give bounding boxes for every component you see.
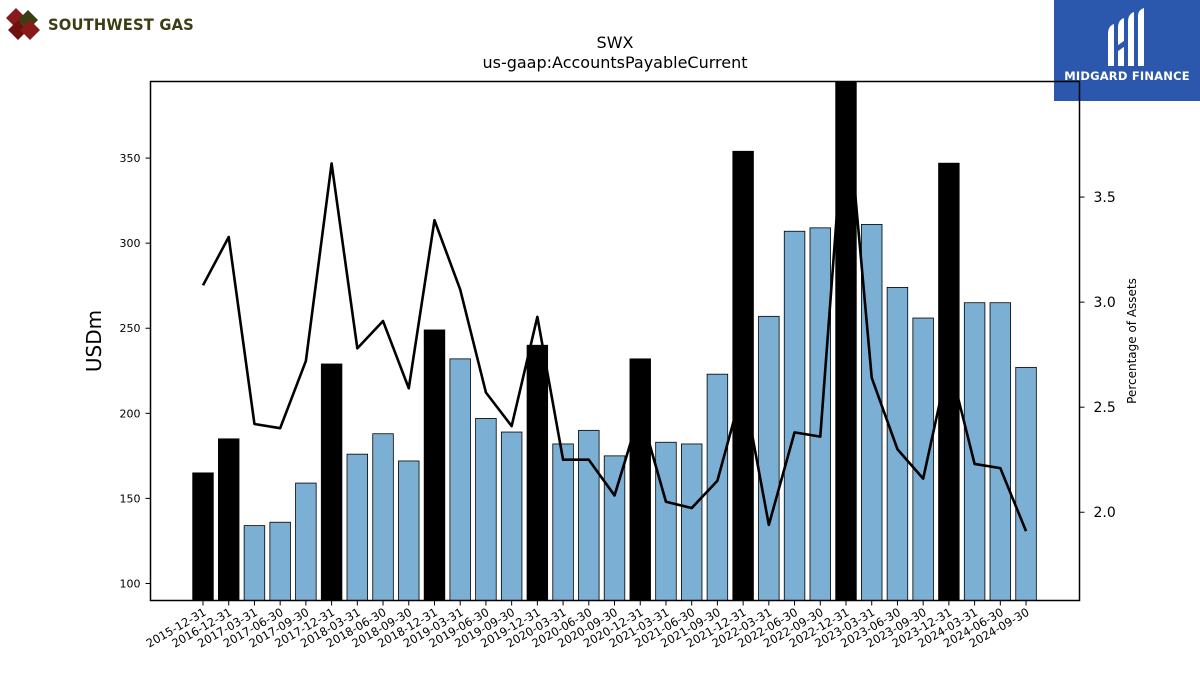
bar-2018-06-30: [372, 433, 394, 601]
bar-2021-03-31: [655, 441, 677, 601]
y2-tick-label: 3.0: [1094, 295, 1116, 311]
y-axis-right: 2.0 2.5 3.0 3.5: [1079, 190, 1116, 521]
bar-2017-12-31: [320, 363, 343, 601]
x-axis: 2015-12-312016-12-312017-03-312017-06-30…: [144, 600, 1032, 651]
bar-2024-06-30: [989, 302, 1012, 601]
bar-2023-03-31: [861, 224, 883, 601]
bar-2017-03-31: [243, 525, 266, 601]
bar-2018-03-31: [346, 453, 369, 601]
southwest-gas-logo-text: SOUTHWEST GAS: [48, 14, 194, 34]
y2-tick-label: 2.5: [1094, 400, 1116, 416]
southwest-gas-emblem-icon: [6, 8, 40, 40]
y-tick-label: 350: [120, 152, 141, 165]
y-tick-label: 250: [120, 322, 141, 335]
bar-2022-03-31: [758, 315, 780, 601]
bar-2024-09-30: [1015, 366, 1037, 601]
y-tick-label: 150: [120, 492, 141, 505]
midgard-finance-logo-text: MIDGARD FINANCE: [1064, 69, 1190, 83]
bar-2022-12-31: [835, 81, 857, 601]
y-axis-left: 100 150 200 250 300 350: [120, 152, 151, 590]
y-axis-label: USDm: [82, 310, 106, 372]
line-series: [201, 90, 1028, 532]
y2-tick-label: 3.5: [1094, 190, 1116, 206]
y2-axis-label: Percentage of Assets: [1125, 278, 1139, 404]
bar-2020-09-30: [603, 455, 626, 601]
bar-2023-12-31: [938, 162, 960, 601]
y-tick-label: 100: [120, 577, 141, 590]
bar-2020-12-31: [629, 358, 651, 601]
bar-2018-09-30: [398, 460, 420, 601]
bar-2023-09-30: [912, 317, 934, 601]
chart-title: SWX: [597, 33, 634, 52]
bar-2021-12-31: [732, 150, 754, 601]
chart-subtitle: us-gaap:AccountsPayableCurrent: [482, 53, 747, 72]
bar-2020-03-31: [552, 443, 574, 601]
midgard-finance-logo: MIDGARD FINANCE: [1054, 0, 1200, 101]
bar-2019-12-31: [526, 344, 549, 601]
y2-tick-label: 2.0: [1094, 505, 1116, 521]
bar-2022-06-30: [783, 230, 806, 601]
bar-series: [192, 81, 1037, 601]
bar-2020-06-30: [578, 429, 600, 601]
bar-2018-12-31: [423, 329, 446, 601]
bar-2019-09-30: [500, 431, 523, 601]
bar-2017-09-30: [295, 482, 317, 601]
y-tick-label: 200: [120, 407, 141, 420]
percentage-of-assets-line: [201, 90, 1028, 532]
bar-2015-12-31: [192, 472, 214, 601]
bar-2023-06-30: [886, 286, 909, 601]
bar-2017-06-30: [269, 521, 291, 601]
bar-2019-03-31: [449, 358, 471, 601]
bar-2021-06-30: [680, 443, 703, 601]
southwest-gas-logo: SOUTHWEST GAS: [4, 6, 207, 42]
bar-2016-12-31: [218, 438, 240, 601]
bar-2024-03-31: [963, 302, 986, 601]
y-tick-label: 300: [120, 237, 141, 250]
bar-2019-06-30: [475, 418, 497, 601]
bar-2022-09-30: [809, 227, 831, 601]
bar-2021-09-30: [706, 373, 729, 601]
midgard-finance-emblem-icon: [1108, 8, 1144, 66]
